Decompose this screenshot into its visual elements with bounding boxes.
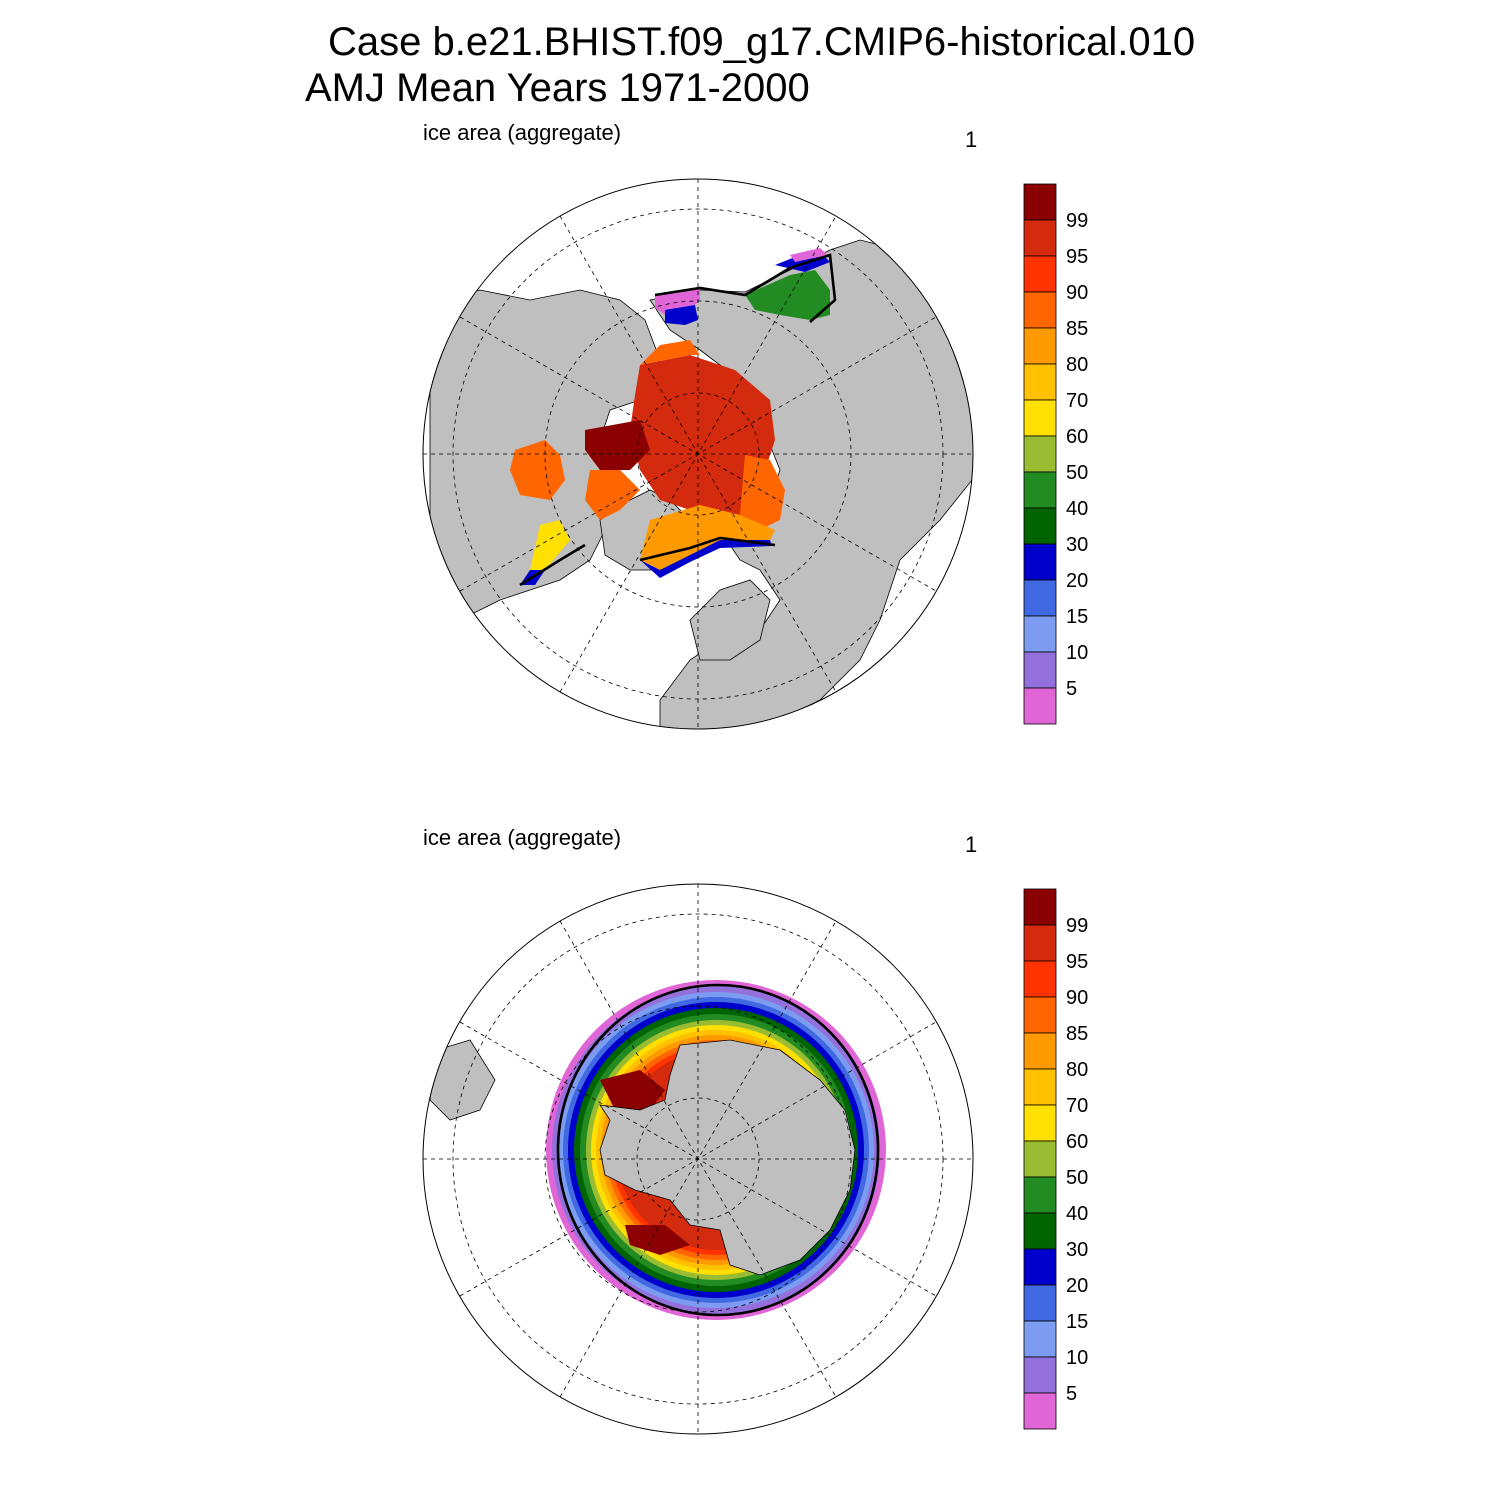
south-colorbar-box	[1023, 1356, 1057, 1394]
south-colorbar-label: 70	[1066, 1095, 1088, 1117]
north-colorbar-box	[1023, 543, 1057, 581]
north-colorbar-box	[1023, 471, 1057, 509]
north-panel-label: ice area (aggregate)	[423, 120, 622, 145]
south-colorbar-label: 10	[1066, 1347, 1088, 1369]
north-colorbar-label: 5	[1066, 678, 1077, 700]
south-polar-map	[422, 883, 974, 1435]
south-colorbar-label: 60	[1066, 1131, 1088, 1153]
south-colorbar-label: 40	[1066, 1203, 1088, 1225]
north-map-border	[422, 178, 974, 730]
north-colorbar-label: 80	[1066, 354, 1088, 376]
south-colorbar-box	[1023, 1392, 1057, 1430]
south-colorbar-box	[1023, 1320, 1057, 1358]
south-colorbar-box	[1023, 888, 1057, 926]
north-colorbar-label: 30	[1066, 534, 1088, 556]
north-colorbar-box	[1023, 183, 1057, 221]
north-colorbar-box	[1023, 579, 1057, 617]
north-colorbar-label: 50	[1066, 462, 1088, 484]
south-colorbar-box	[1023, 924, 1057, 962]
north-colorbar-box	[1023, 363, 1057, 401]
south-graticule	[423, 884, 973, 1434]
south-colorbar-label: 30	[1066, 1239, 1088, 1261]
south-colorbar-box	[1023, 1032, 1057, 1070]
north-colorbar-box	[1023, 291, 1057, 329]
north-colorbar-label: 90	[1066, 282, 1088, 304]
south-panel-label: ice area (aggregate)	[423, 825, 622, 850]
south-colorbar-label: 80	[1066, 1059, 1088, 1081]
south-colorbar-label: 15	[1066, 1311, 1088, 1333]
north-colorbar-box	[1023, 255, 1057, 293]
north-colorbar-label: 15	[1066, 606, 1088, 628]
south-colorbar-label: 90	[1066, 987, 1088, 1009]
north-panel-units: 1	[965, 127, 978, 152]
north-polar-map	[422, 178, 974, 730]
north-colorbar-label: 10	[1066, 642, 1088, 664]
north-colorbar-box	[1023, 435, 1057, 473]
south-colorbar-box	[1023, 1248, 1057, 1286]
south-colorbar-label: 20	[1066, 1275, 1088, 1297]
south-colorbar-box	[1023, 1212, 1057, 1250]
north-colorbar-label: 95	[1066, 246, 1088, 268]
north-colorbar-box	[1023, 687, 1057, 725]
figure-title-line-1: Case b.e21.BHIST.f09_g17.CMIP6-historica…	[328, 20, 1196, 64]
south-ice-edge	[556, 983, 880, 1317]
south-panel-units: 1	[965, 832, 978, 857]
north-ice-edge	[519, 253, 837, 587]
south-colorbar-box	[1023, 1104, 1057, 1142]
south-colorbar-box	[1023, 960, 1057, 998]
south-colorbar-label: 85	[1066, 1023, 1088, 1045]
south-colorbar-box	[1023, 1284, 1057, 1322]
north-colorbar-box	[1023, 219, 1057, 257]
north-colorbar-box	[1023, 399, 1057, 437]
south-colorbar-box	[1023, 996, 1057, 1034]
south-america-land	[429, 1039, 496, 1121]
figure-title-line-2: AMJ Mean Years 1971-2000	[305, 66, 810, 110]
antarctica-land	[599, 1039, 856, 1276]
south-colorbar-box	[1023, 1140, 1057, 1178]
north-graticule	[423, 179, 973, 729]
north-colorbar-label: 40	[1066, 498, 1088, 520]
south-colorbar-label: 50	[1066, 1167, 1088, 1189]
north-colorbar-box	[1023, 327, 1057, 365]
south-colorbar-label: 95	[1066, 951, 1088, 973]
north-colorbar-box	[1023, 651, 1057, 689]
north-colorbar: 99 95 90 85 80 70 60 50 40 30 20 15 10 5	[1023, 183, 1088, 725]
north-colorbar-label: 85	[1066, 318, 1088, 340]
north-colorbar-box	[1023, 615, 1057, 653]
south-colorbar-label: 99	[1066, 915, 1088, 937]
south-colorbar: 99 95 90 85 80 70 60 50 40 30 20 15 10 5	[1023, 888, 1088, 1430]
south-colorbar-box	[1023, 1176, 1057, 1214]
north-colorbar-box	[1023, 507, 1057, 545]
north-colorbar-label: 60	[1066, 426, 1088, 448]
south-colorbar-box	[1023, 1068, 1057, 1106]
south-map-border	[422, 883, 974, 1435]
south-colorbar-label: 5	[1066, 1383, 1077, 1405]
north-colorbar-label: 20	[1066, 570, 1088, 592]
north-colorbar-label: 99	[1066, 210, 1088, 232]
north-colorbar-label: 70	[1066, 390, 1088, 412]
